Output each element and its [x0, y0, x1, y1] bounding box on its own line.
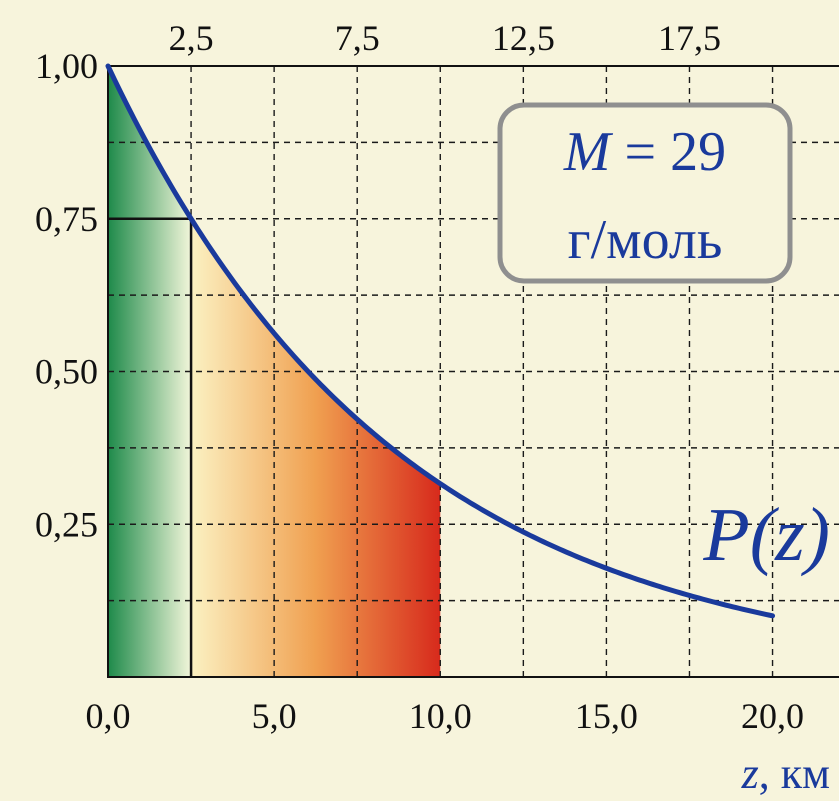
- x-tick-label-top: 12,5: [492, 18, 555, 58]
- y-tick-label: 0,25: [35, 504, 98, 544]
- x-tick-label: 10,0: [409, 696, 472, 736]
- series-line: [105, 63, 776, 619]
- marker-lines: [108, 217, 193, 677]
- annotation-frame: [497, 102, 793, 284]
- x-tick-label-top: 2,5: [169, 18, 214, 58]
- plot-frame: [107, 65, 839, 678]
- x-tick-label: 20,0: [741, 696, 804, 736]
- x-axis-var: z: [741, 749, 759, 798]
- x-axis-label: z, км: [741, 749, 830, 798]
- series-label: P(z): [702, 493, 830, 577]
- y-tick-label: 0,50: [35, 352, 98, 392]
- x-tick-label-top: 7,5: [335, 18, 380, 58]
- x-tick-labels-top: 2,5 7,5 12,5 17,5: [169, 18, 721, 58]
- x-axis-unit: , км: [759, 749, 830, 798]
- x-tick-label: 5,0: [252, 696, 297, 736]
- grid-lines: [108, 66, 839, 677]
- annotation-var: M: [563, 121, 614, 183]
- x-tick-labels-bottom: 0,0 5,0 10,0 15,0 20,0: [86, 696, 805, 736]
- annotation-box: M = 29 г/моль: [497, 102, 793, 284]
- x-tick-label-top: 17,5: [658, 18, 721, 58]
- y-tick-labels: 1,00 0,75 0,50 0,25: [35, 46, 98, 544]
- annotation-value: = 29: [611, 121, 727, 183]
- area-fill-2: [191, 218, 441, 677]
- y-tick-label: 1,00: [35, 46, 98, 86]
- y-tick-label: 0,75: [35, 199, 98, 239]
- annotation-formula: M = 29: [563, 121, 726, 183]
- annotation-unit: г/моль: [568, 209, 723, 271]
- x-tick-label: 15,0: [575, 696, 638, 736]
- x-tick-label: 0,0: [86, 696, 131, 736]
